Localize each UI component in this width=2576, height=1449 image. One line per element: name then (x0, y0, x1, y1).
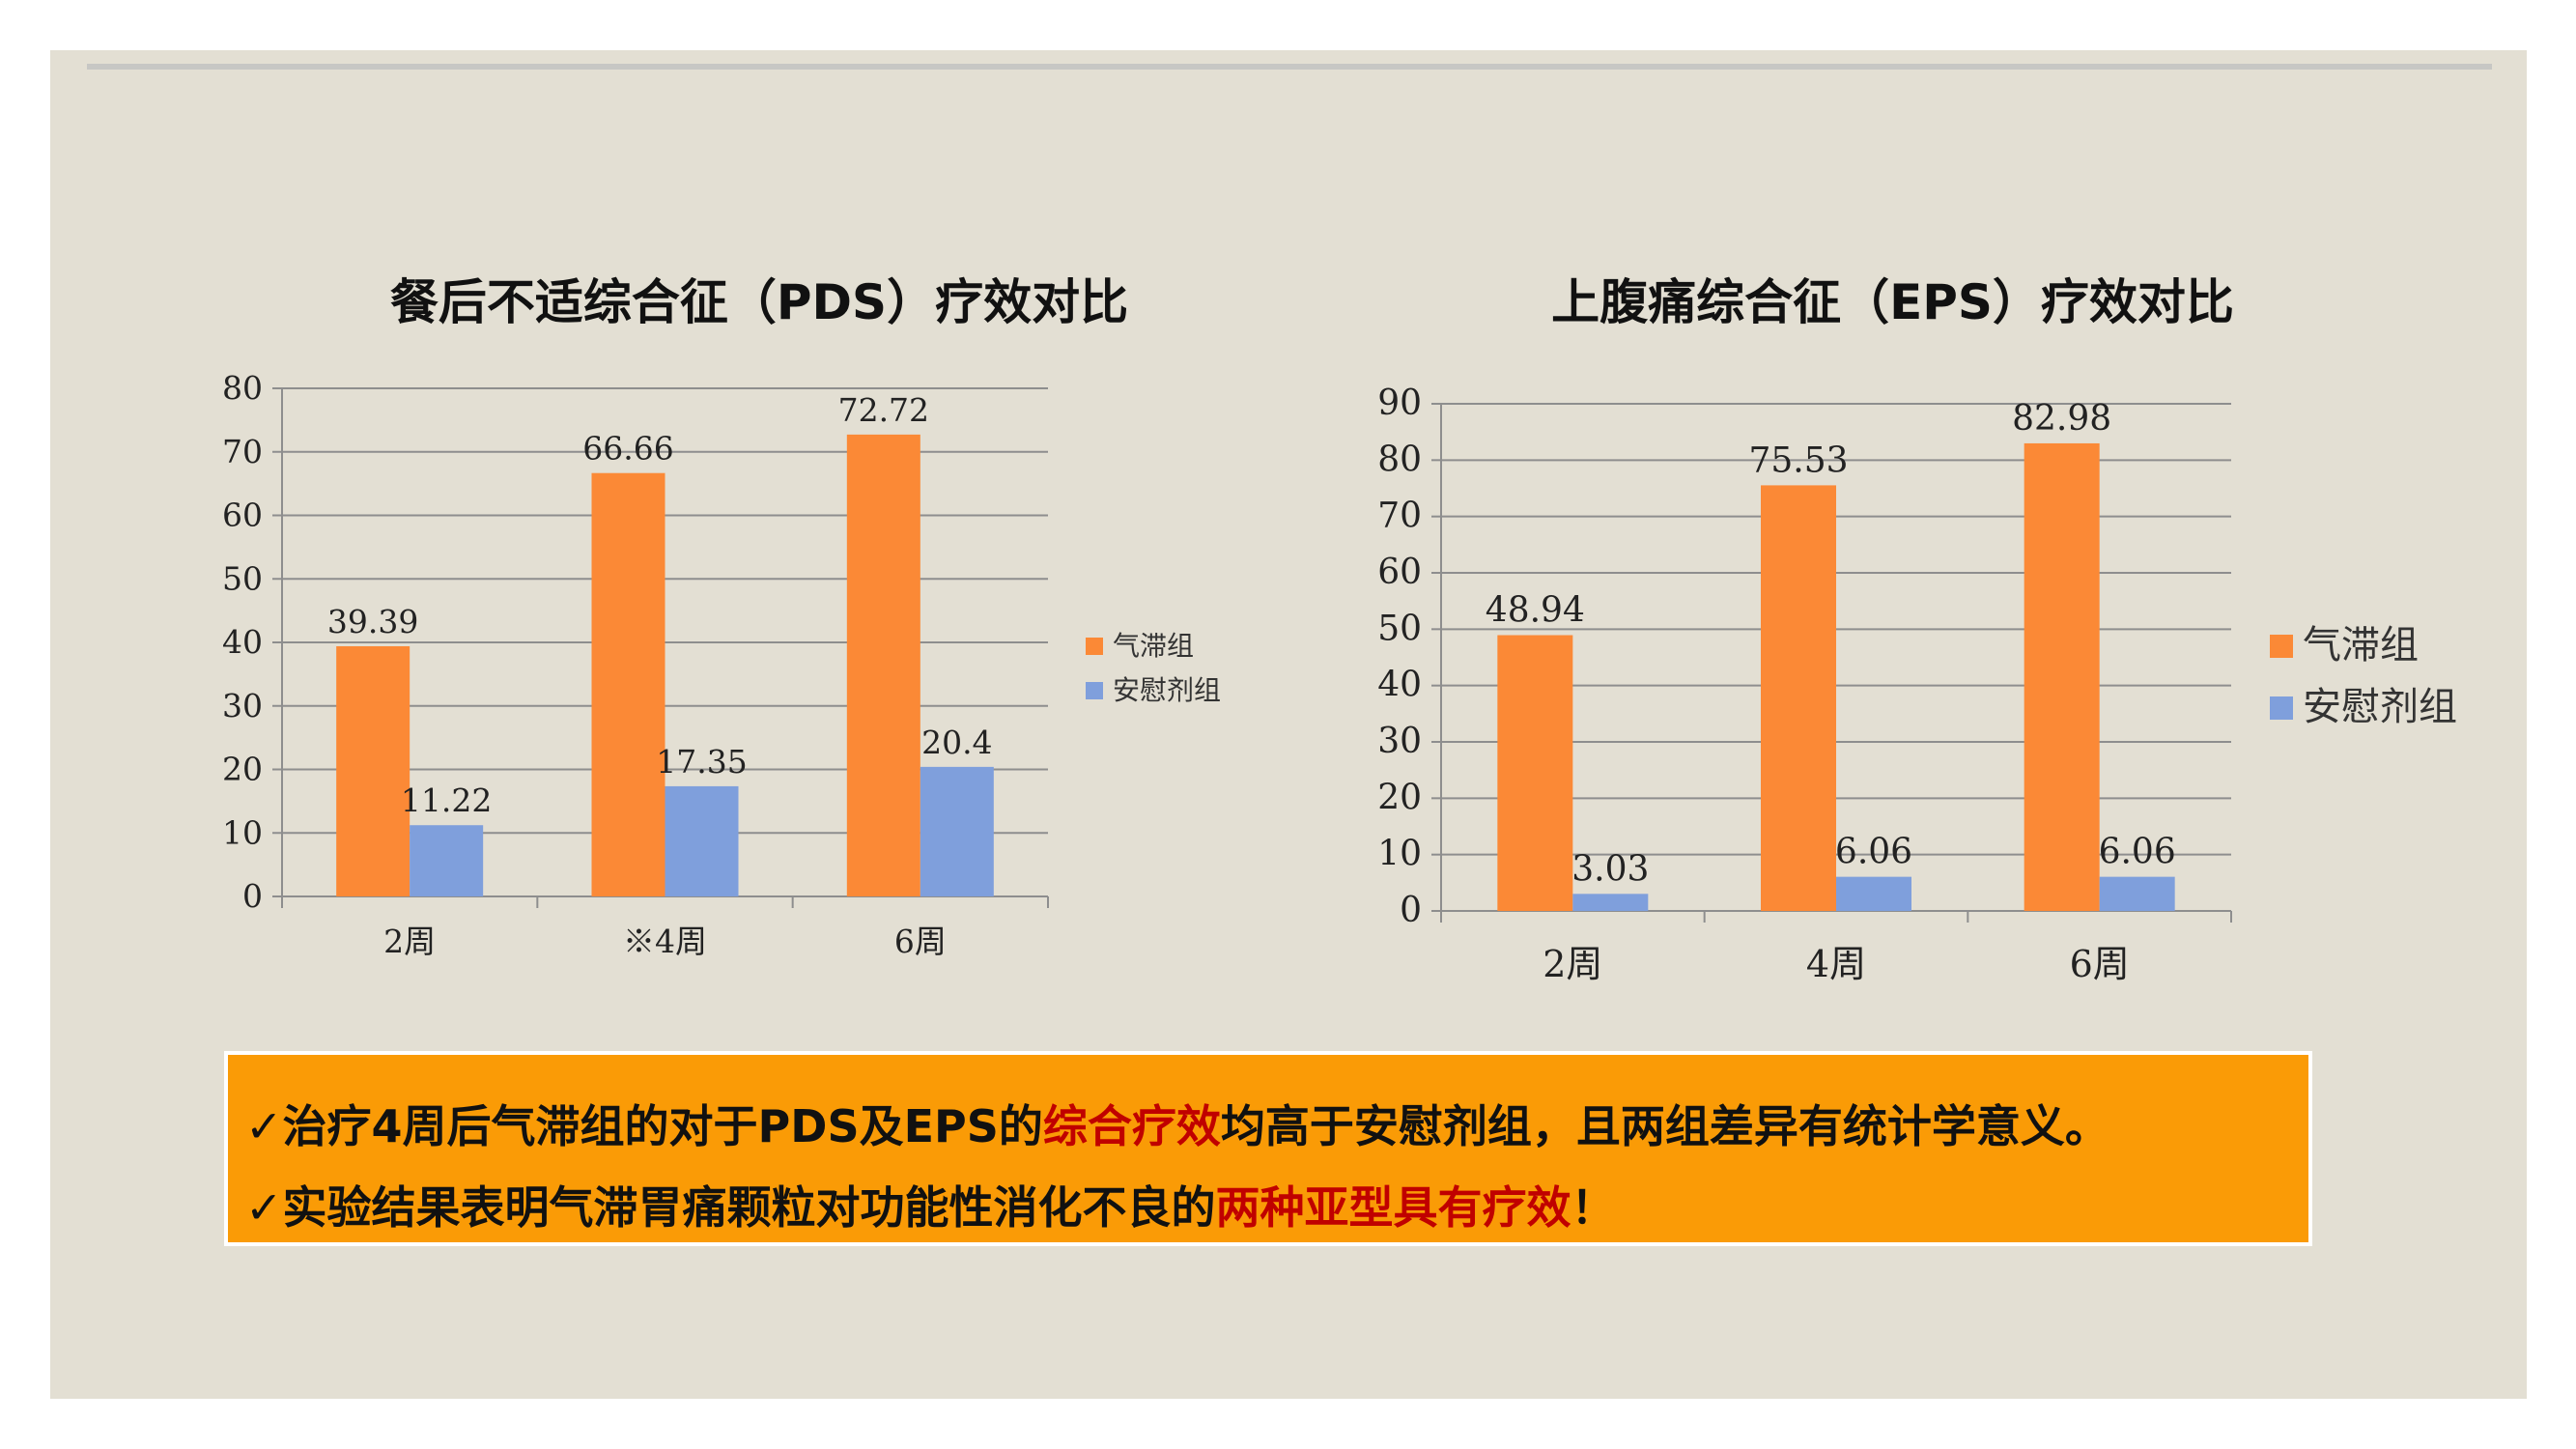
eps-data-label: 6.06 (1835, 833, 1912, 872)
conclusion-box: ✓治疗4周后气滞组的对于PDS及EPS的综合疗效均高于安慰剂组，且两组差异有统计… (224, 1051, 2312, 1246)
pds-ytick-label: 50 (222, 559, 263, 597)
pds-bar-chart: 0 10 20 30 40 50 60 70 80 39.39 11.22 2周 66.66 17.35 ※… (222, 369, 1221, 960)
eps-category-label: 4周 (1806, 943, 1866, 985)
eps-ytick-label: 10 (1377, 835, 1422, 874)
eps-legend-label: 气滞组 (2303, 623, 2419, 668)
pds-ytick-label: 80 (222, 369, 263, 407)
pds-ytick-label: 0 (242, 877, 263, 915)
conclusion-line-1: ✓治疗4周后气滞组的对于PDS及EPS的综合疗效均高于安慰剂组，且两组差异有统计… (245, 1092, 2109, 1155)
pds-bar (846, 434, 920, 896)
pds-data-label: 11.22 (401, 781, 492, 819)
eps-data-label: 48.94 (1486, 591, 1585, 631)
conclusion-2-highlight: 两种亚型具有疗效 (1215, 1181, 1571, 1234)
pds-data-label: 72.72 (838, 391, 929, 429)
pds-data-label: 20.4 (921, 724, 992, 761)
conclusion-line-2: ✓实验结果表明气滞胃痛颗粒对功能性消化不良的两种亚型具有疗效！ (245, 1173, 1616, 1236)
pds-legend-swatch (1086, 682, 1103, 699)
eps-data-label: 3.03 (1571, 849, 1649, 889)
pds-ytick-label: 30 (222, 687, 263, 724)
slide-background: 餐后不适综合征（PDS）疗效对比 上腹痛综合征（EPS）疗效对比 0 10 20 30… (50, 50, 2527, 1399)
pds-category-label: ※4周 (623, 923, 707, 960)
eps-ytick-label: 80 (1377, 440, 1422, 479)
eps-bar (2099, 876, 2175, 911)
eps-bar (1836, 876, 1911, 911)
pds-legend-label: 安慰剂组 (1113, 674, 1221, 706)
eps-ytick-label: 90 (1377, 384, 1422, 423)
conclusion-1-text: 治疗4周后气滞组的对于PDS及EPS的 (282, 1100, 1043, 1152)
eps-data-label: 82.98 (2012, 399, 2111, 439)
pds-ytick-label: 60 (222, 497, 263, 534)
eps-legend-swatch (2270, 696, 2293, 720)
eps-category-label: 2周 (1543, 943, 1602, 985)
pds-category-label: 2周 (383, 923, 436, 960)
eps-legend-label: 安慰剂组 (2303, 685, 2457, 729)
pds-chart-title: 餐后不适综合征（PDS）疗效对比 (389, 274, 1129, 330)
pds-data-label: 66.66 (582, 430, 673, 468)
pds-category-label: 6周 (894, 923, 947, 960)
pds-ytick-label: 40 (222, 623, 263, 661)
eps-bar (1572, 894, 1649, 911)
conclusion-1-highlight: 综合疗效 (1042, 1100, 1221, 1152)
eps-data-label: 6.06 (2099, 833, 2176, 872)
pds-ytick-label: 20 (222, 751, 263, 788)
eps-bar (1497, 635, 1573, 911)
eps-chart-title: 上腹痛综合征（EPS）疗效对比 (1551, 274, 2234, 330)
eps-ytick-label: 0 (1400, 891, 1422, 930)
pds-bar (591, 472, 665, 896)
conclusion-1-tail: 均高于安慰剂组，且两组差异有统计学意义。 (1220, 1100, 2109, 1152)
eps-ytick-label: 30 (1377, 722, 1422, 761)
pds-legend-swatch (1086, 638, 1103, 655)
check-icon: ✓ (245, 1100, 283, 1152)
eps-ytick-label: 70 (1377, 497, 1422, 536)
top-divider-line (87, 64, 2492, 70)
check-icon: ✓ (245, 1181, 283, 1234)
pds-bar (410, 825, 484, 896)
eps-ytick-label: 40 (1377, 666, 1422, 705)
pds-data-label: 39.39 (327, 603, 418, 640)
pds-legend-label: 气滞组 (1113, 630, 1194, 662)
eps-ytick-label: 60 (1377, 553, 1422, 592)
eps-data-label: 75.53 (1748, 440, 1848, 480)
eps-category-label: 6周 (2070, 943, 2130, 985)
pds-bar (336, 646, 410, 896)
eps-legend-swatch (2270, 635, 2293, 658)
eps-bar (1761, 485, 1836, 911)
eps-ytick-label: 50 (1377, 609, 1422, 648)
eps-bar-chart: 0 10 20 30 40 50 60 70 80 90 48.94 3.03 2周 75.53 6.06 4… (1377, 384, 2457, 985)
pds-bar (665, 785, 739, 896)
pds-ytick-label: 10 (222, 813, 263, 851)
pds-ytick-label: 70 (222, 433, 263, 470)
conclusion-2-text: 实验结果表明气滞胃痛颗粒对功能性消化不良的 (282, 1181, 1216, 1234)
pds-bar (920, 766, 994, 896)
pds-data-label: 17.35 (656, 743, 747, 781)
eps-ytick-label: 20 (1377, 778, 1422, 817)
eps-bar (2024, 442, 2100, 911)
conclusion-2-tail: ！ (1571, 1181, 1616, 1234)
